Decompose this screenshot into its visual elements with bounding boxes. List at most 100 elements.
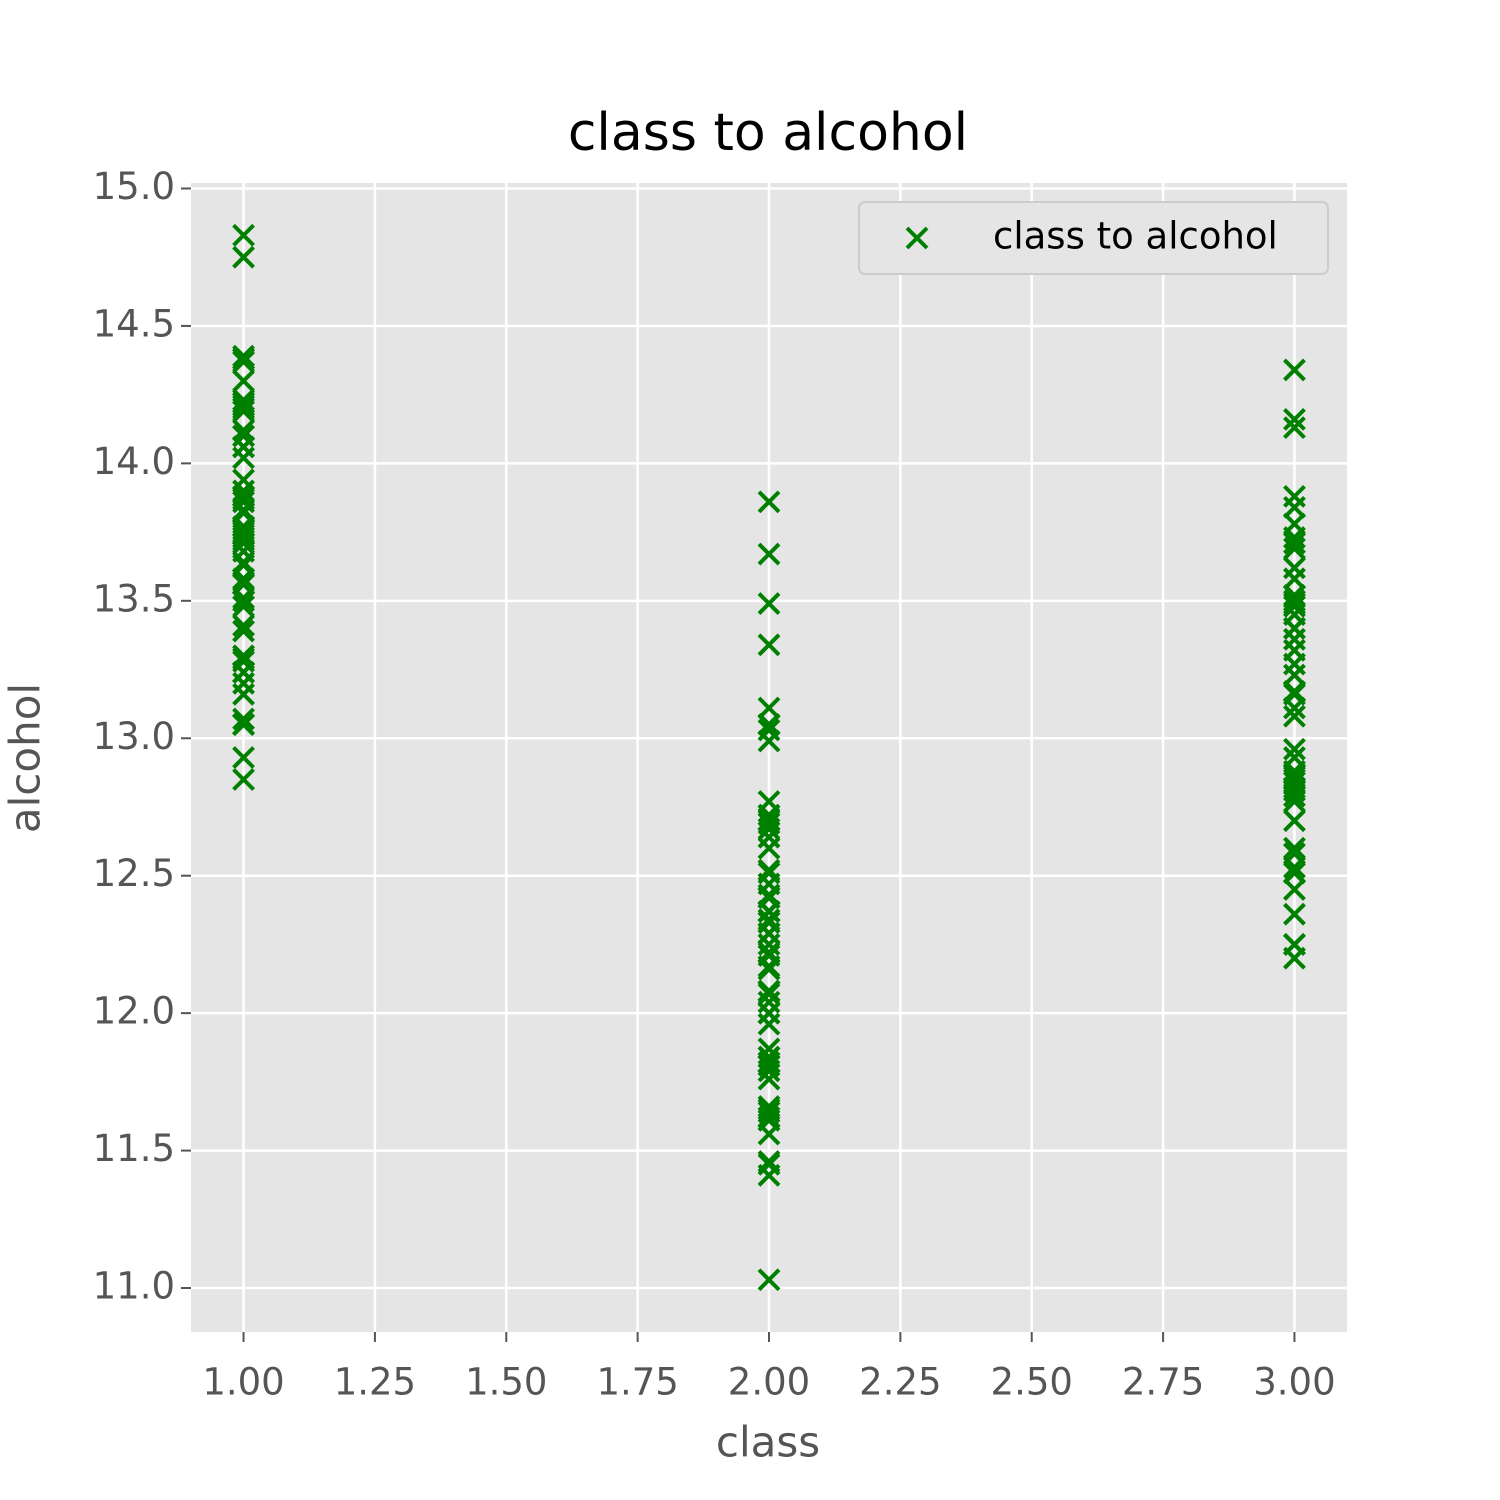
point	[1283, 902, 1306, 926]
point	[1283, 737, 1306, 761]
point	[757, 990, 781, 1014]
x-tick-label: 2.25	[859, 1361, 941, 1404]
point	[232, 391, 255, 415]
point	[757, 908, 781, 932]
point	[757, 1268, 781, 1292]
point	[1283, 861, 1306, 885]
y-tick-label: 14.0	[93, 440, 175, 483]
point	[1283, 790, 1306, 813]
point	[1283, 768, 1306, 791]
point	[1283, 531, 1306, 555]
point	[1283, 680, 1306, 703]
point	[1283, 495, 1306, 519]
point	[232, 369, 255, 393]
point	[757, 713, 781, 736]
x-tick-label: 2.50	[991, 1361, 1073, 1404]
point	[1283, 946, 1306, 970]
point	[232, 446, 255, 470]
point	[757, 1122, 781, 1146]
point	[1283, 842, 1306, 866]
x-tick-label: 1.00	[202, 1361, 284, 1404]
y-tick-label: 13.0	[93, 715, 175, 758]
point	[232, 528, 255, 552]
point	[1283, 616, 1306, 640]
point	[232, 619, 255, 643]
legend-marker	[905, 226, 929, 250]
point	[1283, 652, 1306, 676]
y-tick-label: 13.5	[93, 577, 175, 620]
point	[757, 542, 781, 566]
point	[1283, 567, 1306, 591]
y-axis-label: alcohol	[1, 683, 50, 833]
legend-box	[858, 201, 1329, 275]
point	[757, 858, 781, 882]
point	[1283, 878, 1306, 901]
point	[1283, 746, 1306, 769]
point	[757, 633, 781, 657]
point	[1283, 416, 1306, 440]
point	[232, 399, 255, 423]
point	[1283, 809, 1306, 833]
chart-title: class to alcohol	[568, 103, 968, 163]
y-tick-label: 12.5	[93, 852, 175, 895]
x-axis-label: class	[716, 1418, 820, 1467]
point	[757, 790, 781, 813]
point	[1283, 836, 1306, 860]
x-tick-label: 1.75	[596, 1361, 678, 1404]
point	[757, 1037, 781, 1061]
y-tick-label: 12.0	[93, 990, 175, 1033]
y-tick-label: 11.0	[93, 1265, 175, 1308]
point	[757, 883, 781, 907]
point	[757, 941, 781, 965]
point	[757, 1067, 781, 1091]
grid	[181, 183, 1347, 1342]
legend-label: class to alcohol	[993, 215, 1278, 258]
point	[757, 592, 781, 615]
point	[232, 746, 255, 769]
point	[232, 468, 255, 492]
point	[757, 490, 781, 514]
y-tick-label: 15.0	[93, 165, 175, 208]
point	[757, 1152, 781, 1176]
point	[232, 418, 255, 442]
point	[757, 1059, 781, 1083]
y-tick-label: 14.5	[93, 302, 175, 345]
point	[757, 900, 781, 923]
point	[757, 957, 781, 981]
x-tick-label: 1.25	[334, 1361, 416, 1404]
point	[1283, 784, 1306, 808]
x-tick-label: 2.00	[728, 1361, 810, 1404]
point	[757, 982, 781, 1006]
point	[232, 594, 255, 618]
marks	[232, 223, 1306, 1292]
point	[232, 647, 255, 670]
point	[1283, 704, 1306, 728]
x-tick-label: 3.00	[1253, 1361, 1335, 1404]
point	[757, 812, 781, 835]
point	[232, 424, 255, 448]
point	[1283, 407, 1306, 431]
point	[232, 572, 255, 596]
point	[232, 223, 255, 247]
point	[1283, 594, 1306, 618]
point	[757, 1100, 781, 1124]
point	[232, 707, 255, 731]
x-tick-label: 1.50	[465, 1361, 547, 1404]
x-tick-label: 2.75	[1122, 1361, 1204, 1404]
point	[232, 347, 255, 371]
point	[757, 718, 781, 742]
y-tick-label: 11.5	[93, 1127, 175, 1170]
point	[232, 614, 255, 637]
point	[232, 682, 255, 706]
legend: class to alcohol	[858, 201, 1329, 275]
point	[757, 836, 781, 860]
point	[757, 933, 781, 956]
point	[1283, 526, 1306, 550]
point	[232, 768, 255, 791]
point	[232, 567, 255, 591]
point	[232, 713, 255, 736]
point	[757, 696, 781, 720]
point	[232, 245, 255, 269]
point	[1283, 696, 1306, 720]
